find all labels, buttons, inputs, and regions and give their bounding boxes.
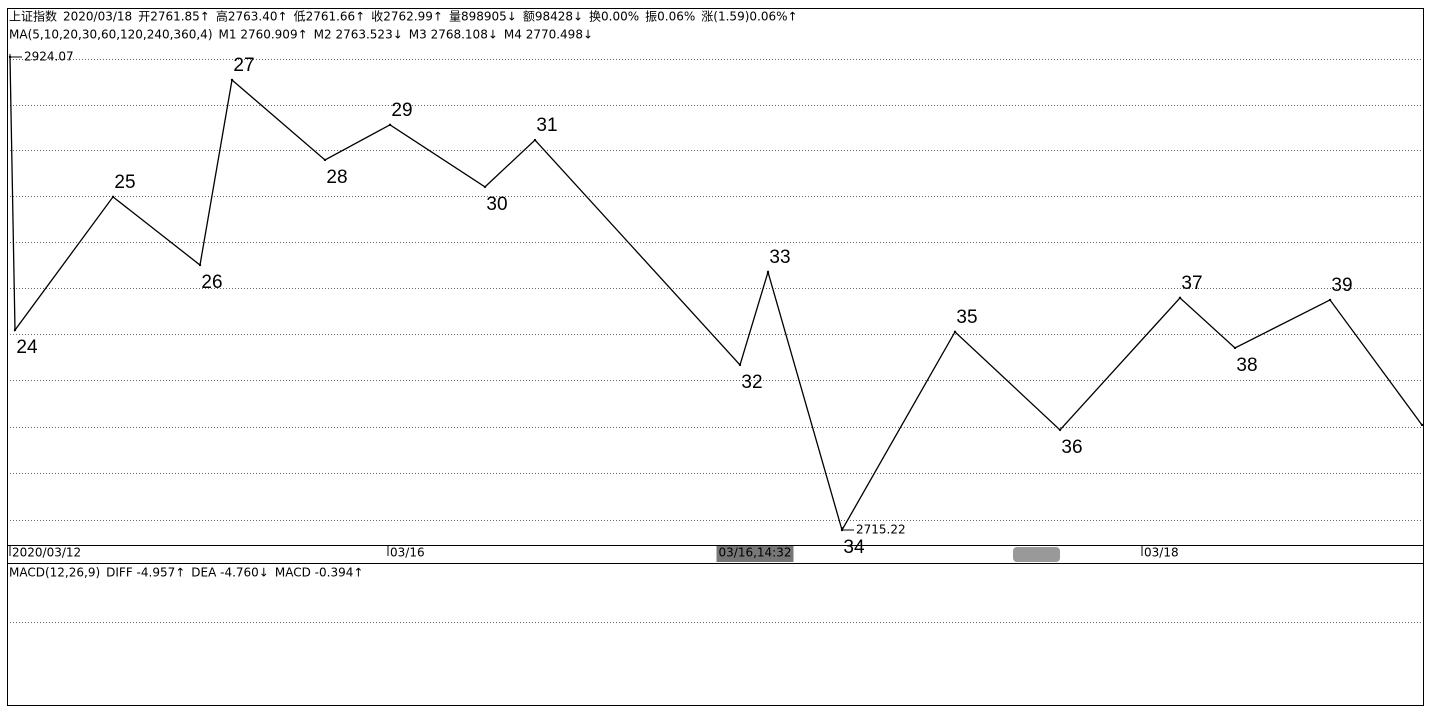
wave-label: 25 [114,172,135,193]
header-item: M3 2768.108↓ [409,28,498,42]
header-item: MA(5,10,20,30,60,120,240,360,4) [9,28,213,42]
header-item: DEA -4.760↓ [191,566,269,580]
pivot [13,328,17,332]
pivot [323,158,327,162]
pivot [533,138,537,142]
wave-label: 31 [536,115,557,136]
wave-label: 30 [486,194,507,215]
wave-label: 38 [1236,355,1257,376]
extreme-label: 2715.22 [856,523,906,537]
x-tick-label: 03/18 [1144,546,1179,560]
pivot [1233,346,1237,350]
header-item: 收2762.99↑ [371,10,443,24]
wave-label: 39 [1331,275,1352,296]
price-line [9,56,1423,532]
header-item: 2020/03/18 [63,10,132,24]
header-item: M2 2763.523↓ [314,28,403,42]
extreme-bracket [841,527,854,531]
pivot [1178,296,1182,300]
header-item: 换0.00% [589,10,639,24]
header-item: 涨(1.59)0.06%↑ [701,9,797,24]
extreme-bracket [9,53,22,58]
x-tick-label: 2020/03/12 [12,546,81,560]
pivot [953,330,957,334]
wave-label: 33 [769,247,790,268]
pivot [766,270,770,274]
header-item: M4 2770.498↓ [504,28,593,42]
x-tick-label: 03/16 [390,546,425,560]
header-item: 开2761.85↑ [138,10,210,24]
pivot [230,78,234,82]
header-item: 高2763.40↑ [216,9,288,24]
header-item: DIFF -4.957↑ [106,566,185,580]
header-item: M1 2760.909↑ [219,28,308,42]
wave-label: 26 [201,272,222,293]
frame [7,8,1424,706]
wave-label: 36 [1061,437,1082,458]
wave-label: 34 [843,537,865,558]
wave-label: 28 [326,167,347,188]
wave-label: 35 [956,307,977,328]
pivot [738,363,742,367]
header-item: 振0.06% [645,10,695,24]
header-item: 量898905↓ [449,10,517,24]
scrollbar[interactable] [1013,547,1060,562]
wave-label: 24 [16,337,38,358]
pivot [198,263,202,267]
header-item: MACD(12,26,9) [9,566,100,580]
pivot [111,195,115,199]
wave-label: 27 [233,55,254,76]
pivot [1328,298,1332,302]
pivot [388,123,392,127]
wave-label: 32 [741,372,762,393]
extreme-label: 2924.07 [24,49,74,63]
wave-label: 29 [391,100,412,121]
header-item: 额98428↓ [523,10,583,24]
header-item: 上证指数 [9,9,57,24]
pivot [1058,428,1062,432]
pivot [483,185,487,189]
header-item: MACD -0.394↑ [275,566,364,580]
pivot [1420,423,1424,427]
cursor-box [716,546,794,562]
grid [10,59,1423,623]
header-item: 低2761.66↑ [294,10,366,24]
cursor-label: 03/16,14:32 [719,546,792,560]
wave-label: 37 [1181,273,1202,294]
